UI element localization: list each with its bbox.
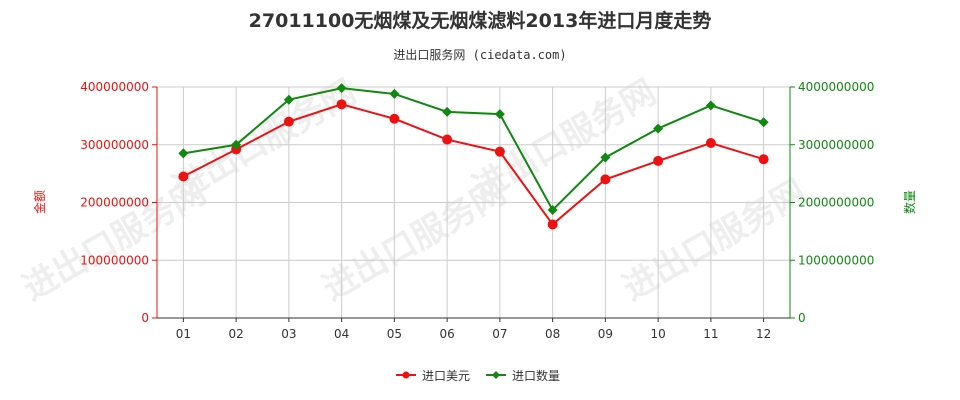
data-point-quantity xyxy=(600,152,611,163)
data-point-quantity xyxy=(494,109,505,120)
x-tick-label: 07 xyxy=(492,327,507,341)
data-point-quantity xyxy=(758,117,769,128)
data-point-quantity xyxy=(336,83,347,94)
data-point-amount xyxy=(758,154,769,165)
data-point-quantity xyxy=(705,100,716,111)
x-tick-label: 08 xyxy=(545,327,560,341)
data-point-quantity xyxy=(389,88,400,99)
watermark-text: 进出口服务网 xyxy=(466,72,663,209)
data-point-amount xyxy=(600,174,611,185)
data-point-amount xyxy=(178,171,189,182)
axes: 金额 数量 0 100000000 200000000 300000000 400000… xyxy=(32,80,917,341)
chart-subtitle: 进出口服务网 (ciedata.com) xyxy=(393,48,567,62)
data-point-amount xyxy=(389,113,400,124)
left-tick-label: 400000000 xyxy=(80,80,149,94)
data-point-amount xyxy=(283,116,294,127)
x-tick-label: 02 xyxy=(228,327,243,341)
data-point-amount xyxy=(653,155,664,166)
x-tick-label: 05 xyxy=(387,327,402,341)
data-point-quantity xyxy=(442,106,453,117)
legend: 进口美元 进口数量 xyxy=(396,368,560,383)
data-point-amount xyxy=(442,134,453,145)
legend-item-amount[interactable]: 进口美元 xyxy=(396,369,470,383)
legend-amount-label: 进口美元 xyxy=(422,369,470,383)
x-tick-label: 12 xyxy=(756,327,771,341)
right-tick-label: 4000000000 xyxy=(798,80,874,94)
grid xyxy=(156,86,791,319)
x-tick-label: 10 xyxy=(650,327,665,341)
data-point-quantity xyxy=(547,205,558,216)
series-line-amount xyxy=(182,103,764,226)
right-tick-label: 0 xyxy=(798,311,806,325)
x-tick-label: 03 xyxy=(281,327,296,341)
right-tick-label: 2000000000 xyxy=(798,196,874,210)
data-point-quantity xyxy=(283,94,294,105)
left-tick-label: 300000000 xyxy=(80,138,149,152)
legend-item-quantity[interactable]: 进口数量 xyxy=(486,368,560,383)
left-axis-label: 金额 xyxy=(32,190,47,214)
data-point-quantity xyxy=(231,139,242,150)
left-tick-label: 0 xyxy=(141,311,149,325)
data-point-quantity xyxy=(653,123,664,134)
x-tick-label: 06 xyxy=(439,327,454,341)
left-tick-label: 100000000 xyxy=(80,253,149,267)
x-tick-label: 11 xyxy=(703,327,718,341)
chart-title: 27011100无烟煤及无烟煤滤料2013年进口月度走势 xyxy=(248,10,712,32)
watermark-text: 进出口服务网 xyxy=(616,172,813,309)
watermark-text: 进出口服务网 xyxy=(166,72,363,209)
right-tick-label: 1000000000 xyxy=(798,253,874,267)
data-point-amount xyxy=(705,138,716,149)
x-tick-label: 09 xyxy=(598,327,613,341)
data-point-amount xyxy=(336,99,347,110)
data-point-quantity xyxy=(178,148,189,159)
legend-amount-marker xyxy=(402,371,410,379)
left-tick-label: 200000000 xyxy=(80,196,149,210)
x-tick-label: 01 xyxy=(176,327,191,341)
data-point-amount xyxy=(547,219,558,230)
right-tick-label: 3000000000 xyxy=(798,138,874,152)
data-point-amount xyxy=(494,146,505,157)
series xyxy=(178,83,769,230)
right-axis-label: 数量 xyxy=(902,190,917,214)
legend-quantity-label: 进口数量 xyxy=(512,368,560,383)
x-tick-label: 04 xyxy=(334,327,349,341)
series-line-quantity xyxy=(183,87,764,212)
legend-quantity-marker xyxy=(492,371,500,379)
